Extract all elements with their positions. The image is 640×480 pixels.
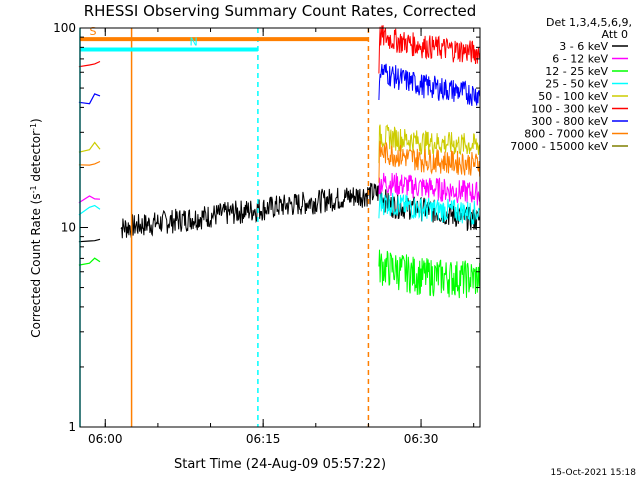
legend-entry: 25 - 50 keV: [545, 78, 628, 91]
x-tick-label: 06:30: [404, 432, 439, 446]
x-axis-label: Start Time (24-Aug-09 05:57:22): [174, 457, 386, 472]
series-5: [78, 124, 481, 164]
legend-header-1: Det 1,3,4,5,6,9,: [546, 16, 632, 29]
legend-entry: 6 - 12 keV: [552, 53, 628, 66]
legend-label: 50 - 100 keV: [538, 90, 608, 103]
legend-label: 7000 - 15000 keV: [510, 140, 608, 153]
series-line-pre: [78, 195, 101, 204]
series-line-pre: [78, 141, 101, 153]
footer-timestamp: 15-Oct-2021 15:18: [551, 468, 637, 478]
series-line-pre: [78, 257, 101, 266]
series-line: [378, 63, 481, 106]
legend-label: 25 - 50 keV: [545, 78, 608, 91]
legend-entry: 7000 - 15000 keV: [510, 140, 628, 153]
legend-label: 300 - 800 keV: [531, 115, 608, 128]
legend-entry: 3 - 6 keV: [559, 40, 628, 53]
series-2: [78, 172, 481, 206]
series-line-pre: [78, 93, 101, 105]
series-7: [78, 63, 481, 106]
series-line: [378, 140, 481, 183]
legend-entry: 100 - 300 keV: [531, 103, 628, 116]
x-tick-label: 06:15: [246, 432, 281, 446]
series-6: [78, 25, 481, 74]
legend-label: 12 - 25 keV: [545, 65, 608, 78]
legend-label: 800 - 7000 keV: [524, 128, 608, 141]
series-3: [78, 249, 481, 299]
series-8: [78, 140, 481, 183]
series-line-pre: [78, 204, 101, 216]
series-line: [378, 124, 481, 164]
series-line: [378, 25, 481, 74]
marker-label-s: S: [89, 25, 96, 38]
y-axis-label: Corrected Count Rate (s-1 detector-1): [29, 118, 43, 337]
legend-label: 6 - 12 keV: [552, 53, 608, 66]
series-line: [378, 192, 481, 225]
series-4: [78, 192, 481, 225]
legend-label: 100 - 300 keV: [531, 103, 608, 116]
marker-label-n: N: [189, 36, 197, 49]
legend-entry: 300 - 800 keV: [531, 115, 628, 128]
series-line: [378, 172, 481, 206]
series-line: [378, 249, 481, 299]
series-line-pre: [78, 238, 101, 243]
x-tick-label: 06:00: [88, 432, 123, 446]
series-line-pre: [78, 160, 101, 166]
legend-entry: 12 - 25 keV: [545, 65, 628, 78]
series-line-pre: [78, 60, 101, 68]
legend-entry: 50 - 100 keV: [538, 90, 628, 103]
legend-entry: 800 - 7000 keV: [524, 128, 628, 141]
y-tick-label: 1: [68, 420, 76, 434]
y-tick-label: 100: [53, 21, 76, 35]
legend-header-2: Att 0: [602, 28, 628, 41]
legend-label: 3 - 6 keV: [559, 40, 608, 53]
y-tick-label: 10: [61, 221, 76, 235]
chart-title: RHESSI Observing Summary Count Rates, Co…: [84, 2, 477, 20]
